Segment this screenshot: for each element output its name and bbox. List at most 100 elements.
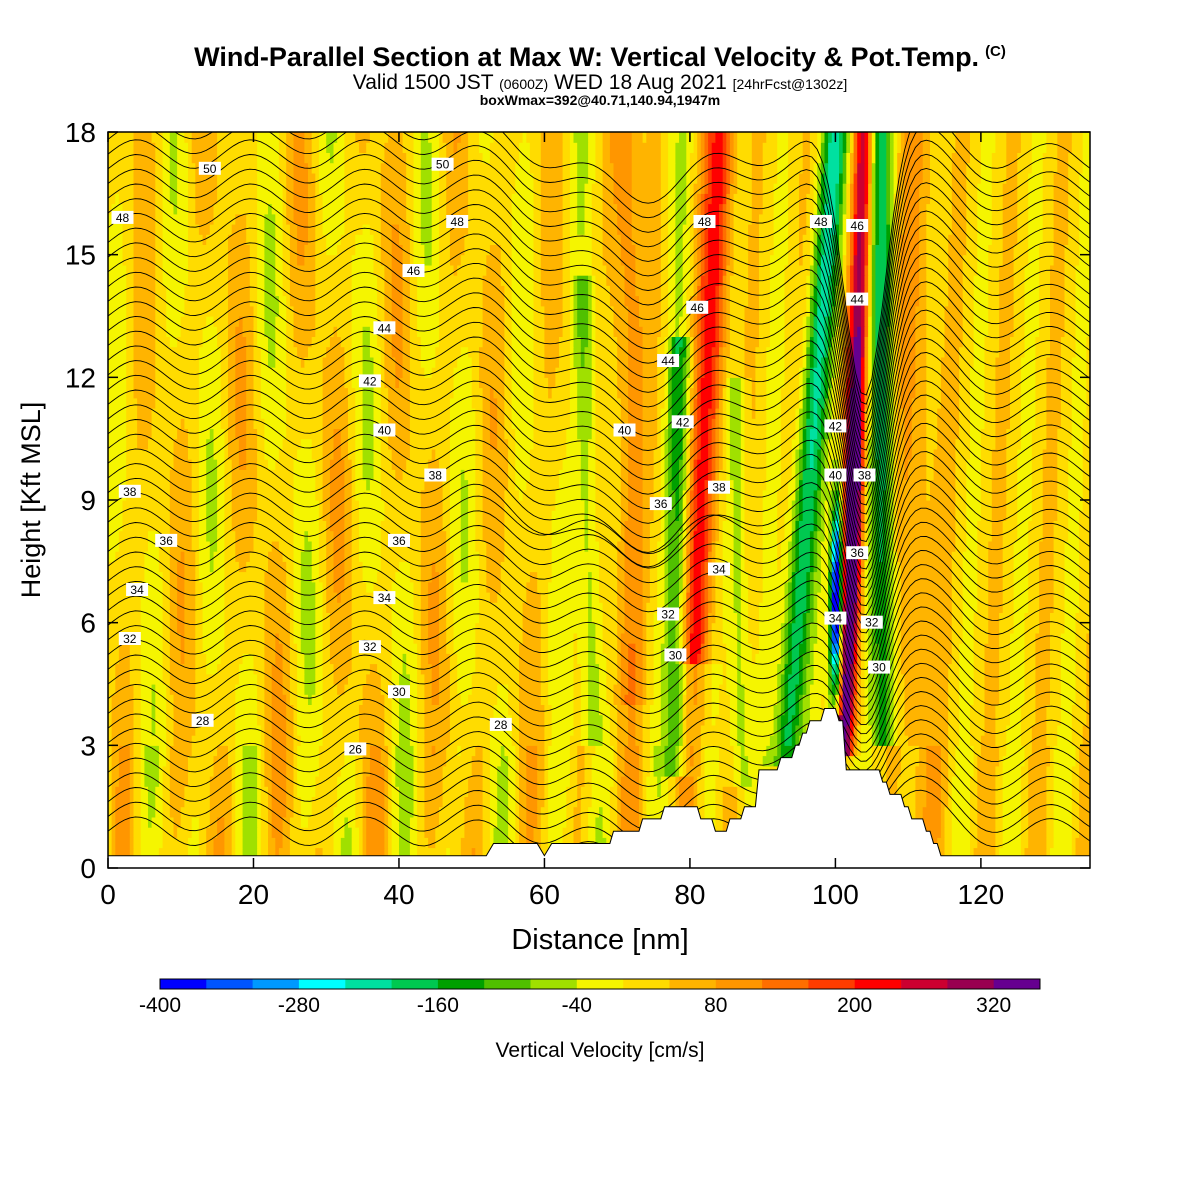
theta-contour-label-text: 46 [851, 219, 865, 233]
theta-contour-line [108, 648, 1090, 744]
forecast-info: [24hrFcst@1302z] [732, 76, 848, 92]
y-tick-label: 3 [80, 730, 96, 761]
theta-contour-line [108, 535, 1090, 670]
theta-contour-line [108, 493, 1090, 643]
y-tick-label: 15 [65, 240, 96, 271]
theta-contour-line [108, 366, 1090, 561]
theta-contour-line [108, 182, 1090, 442]
theta-contour-label-text: 50 [436, 158, 450, 172]
colorbar-swatch [160, 979, 207, 989]
theta-contour-label-text: 46 [407, 264, 421, 278]
colorbar-swatch [252, 979, 300, 989]
theta-contour-line [108, 705, 1090, 787]
theta-contour-label-text: 44 [851, 293, 865, 307]
theta-contour-label: 40 [373, 423, 396, 438]
theta-contour-label-text: 30 [669, 648, 683, 662]
y-tick-label: 12 [65, 362, 96, 393]
theta-contour-label: 38 [118, 484, 141, 499]
contour-label-layer: 26 28 28 30 30 30 32 32 32 32 34 34 34 34 36 36 36 36 38 38… [111, 157, 891, 756]
theta-contour-label-text: 48 [814, 215, 828, 229]
theta-contour-line [108, 564, 1090, 689]
theta-contour-label-text: 36 [160, 534, 174, 548]
theta-contour-line [108, 394, 1090, 579]
colorbar-swatch [762, 979, 809, 989]
colorbar-swatch [391, 979, 439, 989]
theta-contour-line [108, 337, 1090, 543]
theta-contour-line [108, 408, 1090, 588]
theta-contour-label: 50 [431, 157, 454, 172]
colorbar-tick-label: -400 [139, 994, 181, 1017]
theta-contour-label-text: 36 [654, 497, 668, 511]
theta-contour-label: 32 [358, 640, 381, 654]
theta-contour-line [108, 153, 1090, 424]
theta-contour-line [108, 761, 1090, 846]
x-tick-label: 20 [238, 879, 269, 910]
theta-contour-line [108, 606, 1090, 716]
colorbar-swatch [901, 979, 948, 989]
theta-contour-label: 34 [126, 583, 149, 597]
theta-contour-line [108, 210, 1090, 460]
theta-contour-line [108, 224, 1090, 469]
box-info: boxWmax=392@40.71,140.94,1947m [479, 92, 721, 108]
colorbar-frame [159, 978, 1041, 990]
colorbar-label: Vertical Velocity [cm/s] [496, 1039, 705, 1062]
x-tick-label: 100 [812, 879, 859, 910]
theta-contour-line [108, 267, 1090, 497]
theta-contour-label-text: 42 [363, 374, 377, 388]
theta-contour-line [108, 437, 1090, 607]
theta-contour-label-text: 30 [392, 685, 406, 699]
theta-contour-label-text: 44 [661, 354, 675, 368]
theta-contour-line [108, 252, 1090, 488]
theta-contour-line [108, 196, 1090, 451]
chart-title: Wind-Parallel Section at Max W: Vertical… [0, 42, 1200, 73]
x-axis-label: Distance [nm] [511, 924, 688, 956]
colorbar-tick-label: 200 [837, 994, 872, 1017]
theta-contour-label-text: 26 [349, 742, 363, 756]
colorbar-tick-label: -280 [278, 994, 320, 1017]
theta-contour-label: 40 [824, 468, 847, 483]
copyright-mark: (C) [985, 43, 1006, 60]
theta-contour-line [108, 281, 1090, 506]
theta-contour-label: 30 [664, 648, 687, 662]
theta-contour-label: 48 [111, 210, 134, 225]
colorbar-swatch [669, 979, 717, 989]
theta-contour-label: 48 [809, 215, 832, 229]
theta-contour-layer [108, 132, 1090, 868]
x-tick-label: 60 [529, 879, 560, 910]
colorbar-swatch [854, 979, 902, 989]
terrain-profile [107, 708, 1091, 869]
theta-contour-label-text: 32 [123, 632, 137, 646]
theta-contour-label: 30 [868, 660, 891, 675]
theta-contour-label-text: 44 [378, 321, 392, 335]
theta-contour-line [108, 507, 1090, 652]
theta-contour-label: 48 [693, 215, 716, 229]
y-tick-label: 0 [80, 853, 96, 884]
theta-contour-label: 44 [846, 292, 869, 307]
valid-date: WED 18 Aug 2021 [553, 71, 727, 94]
x-tick-label: 40 [383, 879, 414, 910]
theta-contour-label-text: 36 [392, 534, 406, 548]
colorbar-swatch [484, 979, 531, 989]
theta-contour-label: 34 [373, 591, 396, 605]
y-tick-label: 6 [80, 608, 96, 639]
colorbar-swatch [298, 979, 346, 989]
valid-prefix: Valid 1500 JST [352, 71, 494, 94]
colorbar-swatch [947, 979, 995, 989]
theta-contour-line [108, 295, 1090, 515]
theta-contour-label-text: 32 [661, 608, 675, 622]
theta-contour-line [108, 380, 1090, 570]
theta-contour-label-text: 38 [429, 469, 443, 483]
theta-contour-label: 34 [824, 611, 847, 626]
theta-contour-label-text: 38 [712, 481, 726, 495]
theta-contour-label: 46 [402, 264, 425, 278]
theta-contour-label: 42 [358, 374, 381, 388]
y-tick-label: 18 [65, 117, 96, 148]
colorbar-swatch [437, 979, 485, 989]
theta-contour-label-text: 34 [130, 583, 144, 597]
colorbar-swatch [808, 979, 856, 989]
theta-contour-label: 36 [155, 533, 178, 548]
theta-contour-line [108, 465, 1090, 625]
y-tick-label: 9 [80, 485, 96, 516]
